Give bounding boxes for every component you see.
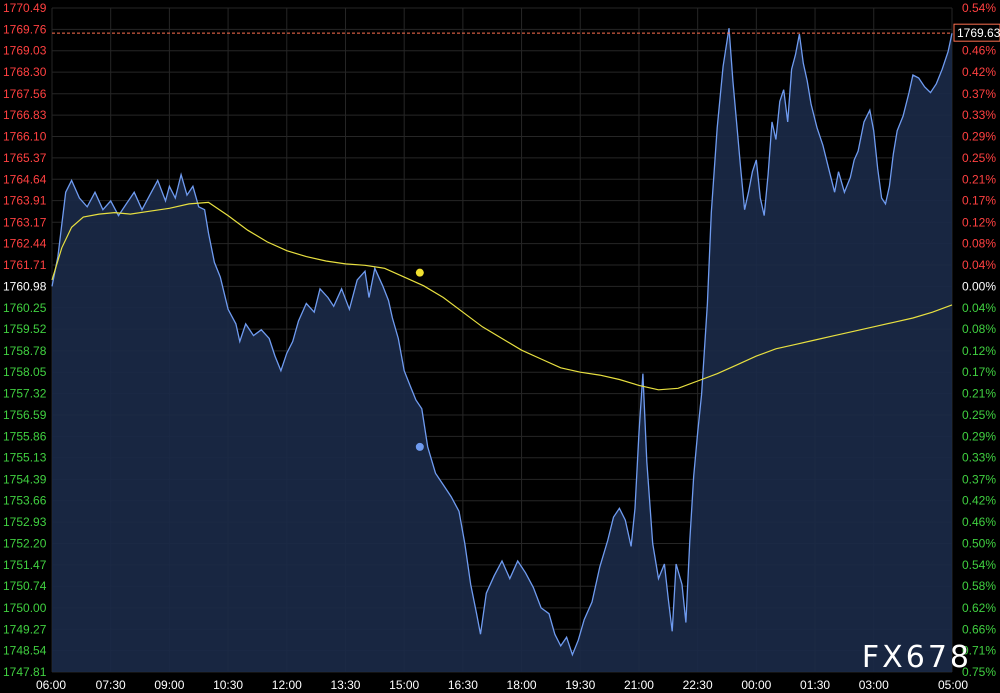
price-axis: 1770.49 1769.76 1769.03 1768.30 1767.56 1766.…	[3, 1, 47, 679]
price-tick-label: 1767.56	[3, 87, 47, 101]
percent-tick-label: 0.04%	[962, 258, 996, 272]
time-tick-label: 13:30	[330, 678, 360, 692]
percent-tick-label: 0.12%	[962, 344, 996, 358]
price-line	[51, 28, 953, 657]
last-price-tag: 1769.63	[953, 23, 1000, 42]
average-marker	[415, 268, 424, 277]
price-tick-label: 1753.66	[3, 494, 47, 508]
time-tick-label: 16:30	[448, 678, 478, 692]
percent-tick-label: 0.75%	[962, 665, 996, 679]
percent-tick-label: 0.21%	[962, 172, 996, 186]
price-tick-label: 1769.03	[3, 44, 47, 58]
percent-axis: 0.54% 0.50% 0.46% 0.42% 0.37% 0.33% 0.29% 0.25%…	[962, 1, 996, 679]
time-tick-label: 00:00	[741, 678, 771, 692]
price-tick-label: 1748.54	[3, 644, 47, 658]
percent-tick-label: 0.58%	[962, 579, 996, 593]
percent-tick-label: 0.04%	[962, 301, 996, 315]
price-tick-label: 1752.93	[3, 515, 47, 529]
price-marker	[415, 442, 424, 451]
price-tick-label: 1752.20	[3, 536, 47, 550]
time-tick-label: 19:30	[565, 678, 595, 692]
time-axis: 06:00 07:30 09:00 10:30 12:00 13:30 15:00 16:30…	[36, 678, 968, 692]
price-tick-label: 1763.91	[3, 194, 47, 208]
time-tick-label: 12:00	[272, 678, 302, 692]
price-tick-label: 1761.71	[3, 258, 47, 272]
price-tick-label: 1766.10	[3, 130, 47, 144]
price-tick-label: 1770.49	[3, 1, 47, 15]
percent-tick-label: 0.08%	[962, 237, 996, 251]
price-tick-label: 1760.98	[3, 279, 47, 293]
chart-markers	[415, 268, 424, 451]
price-tick-label: 1755.86	[3, 429, 47, 443]
price-tick-label: 1751.47	[3, 558, 47, 572]
percent-tick-label: 0.42%	[962, 494, 996, 508]
price-tick-label: 1749.27	[3, 622, 47, 636]
percent-tick-label: 0.37%	[962, 87, 996, 101]
time-tick-label: 05:00	[938, 678, 968, 692]
fx678-watermark: FX678	[861, 640, 972, 675]
time-tick-label: 18:00	[507, 678, 537, 692]
price-tick-label: 1758.05	[3, 365, 47, 379]
percent-tick-label: 0.12%	[962, 215, 996, 229]
price-tick-label: 1760.25	[3, 301, 47, 315]
percent-tick-label: 0.33%	[962, 451, 996, 465]
price-tick-label: 1750.00	[3, 601, 47, 615]
percent-tick-label: 0.33%	[962, 108, 996, 122]
percent-tick-label: 0.21%	[962, 387, 996, 401]
price-tick-label: 1758.78	[3, 344, 47, 358]
time-tick-label: 01:30	[800, 678, 830, 692]
percent-tick-label: 0.29%	[962, 130, 996, 144]
percent-tick-label: 0.71%	[962, 644, 996, 658]
price-tick-label: 1755.13	[3, 451, 47, 465]
percent-tick-label: 0.42%	[962, 65, 996, 79]
last-price-label: 1769.63	[957, 26, 1000, 40]
percent-tick-label: 0.46%	[962, 44, 996, 58]
price-tick-label: 1764.64	[3, 172, 47, 186]
percent-tick-label: 0.54%	[962, 1, 996, 15]
time-tick-label: 06:00	[36, 678, 66, 692]
percent-tick-label: 0.37%	[962, 472, 996, 486]
time-tick-label: 07:30	[96, 678, 126, 692]
time-tick-label: 22:30	[683, 678, 713, 692]
percent-tick-label: 0.08%	[962, 322, 996, 336]
percent-tick-label: 0.17%	[962, 194, 996, 208]
price-tick-label: 1759.52	[3, 322, 47, 336]
percent-tick-label: 0.00%	[962, 279, 996, 293]
percent-tick-label: 0.62%	[962, 601, 996, 615]
price-tick-label: 1766.83	[3, 108, 47, 122]
price-tick-label: 1747.81	[3, 665, 47, 679]
price-tick-label: 1765.37	[3, 151, 47, 165]
time-tick-label: 10:30	[213, 678, 243, 692]
time-tick-label: 03:00	[859, 678, 889, 692]
percent-tick-label: 0.25%	[962, 408, 996, 422]
price-tick-label: 1757.32	[3, 387, 47, 401]
price-tick-label: 1763.17	[3, 215, 47, 229]
percent-tick-label: 0.66%	[962, 622, 996, 636]
percent-tick-label: 0.46%	[962, 515, 996, 529]
price-tick-label: 1768.30	[3, 65, 47, 79]
price-tick-label: 1762.44	[3, 237, 47, 251]
percent-tick-label: 0.25%	[962, 151, 996, 165]
average-price-line	[51, 201, 953, 391]
time-tick-label: 09:00	[154, 678, 184, 692]
price-tick-label: 1769.76	[3, 22, 47, 36]
time-tick-label: 21:00	[624, 678, 654, 692]
price-area-fill	[52, 28, 952, 672]
percent-tick-label: 0.29%	[962, 429, 996, 443]
percent-tick-label: 0.17%	[962, 365, 996, 379]
price-tick-label: 1756.59	[3, 408, 47, 422]
time-tick-label: 15:00	[389, 678, 419, 692]
price-tick-label: 1750.74	[3, 579, 47, 593]
percent-tick-label: 0.54%	[962, 558, 996, 572]
percent-tick-label: 0.50%	[962, 536, 996, 550]
price-tick-label: 1754.39	[3, 472, 47, 486]
